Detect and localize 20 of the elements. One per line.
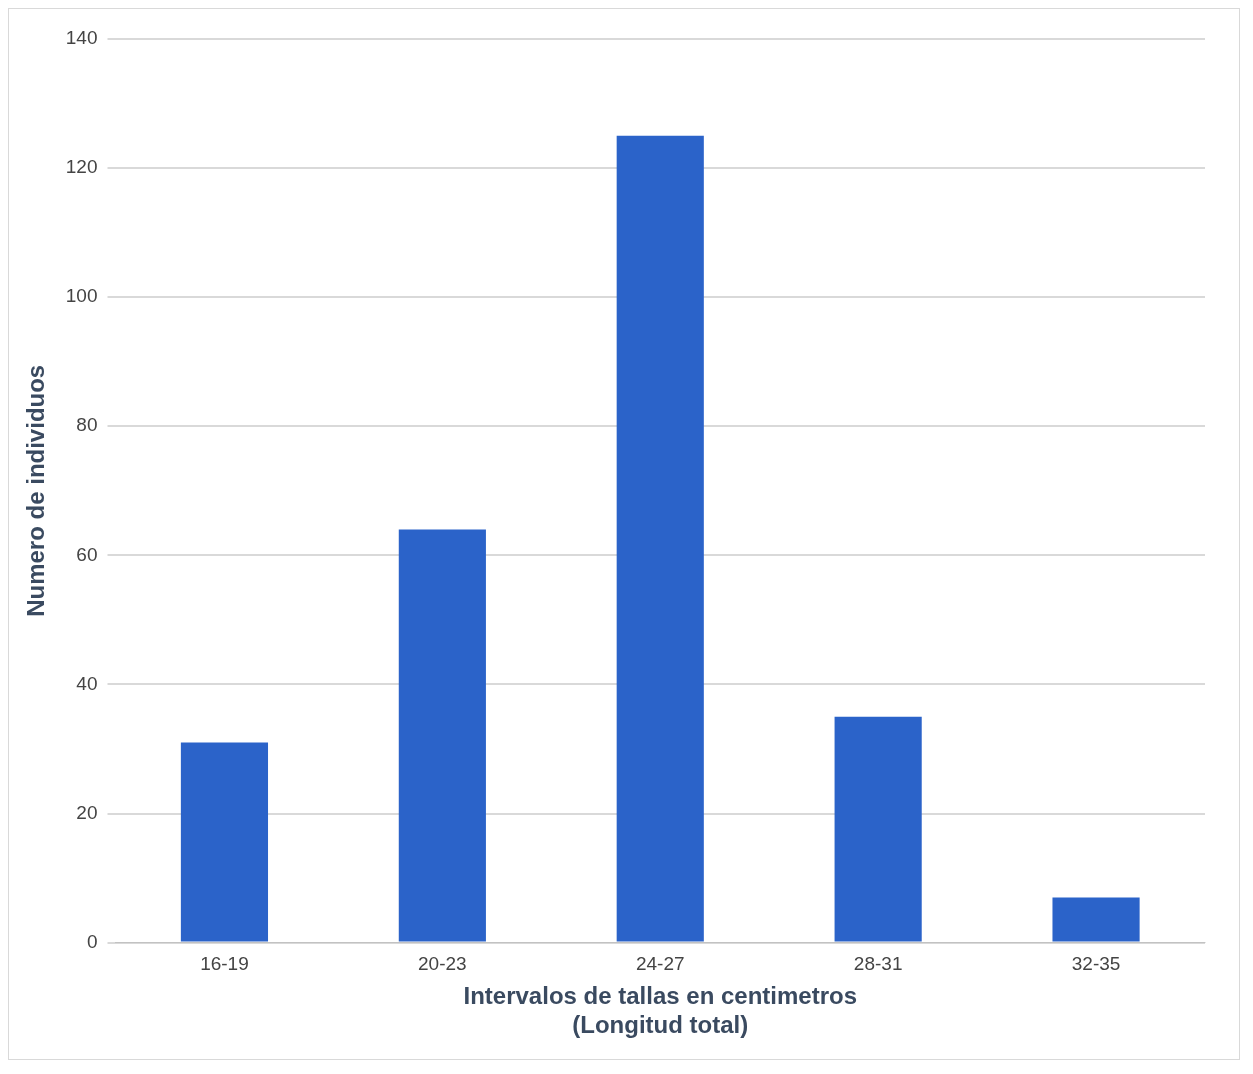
y-tick-label: 20	[76, 801, 98, 823]
x-tick-label: 28-31	[853, 953, 903, 975]
x-axis-title: Intervalos de tallas en centimetros (Longitud total)	[463, 982, 857, 1039]
bar	[398, 529, 486, 942]
bar	[180, 742, 269, 942]
x-tick-label: 20-23	[418, 953, 467, 975]
y-tick-label: 140	[65, 27, 98, 49]
y-tick-label: 40	[76, 672, 98, 694]
y-tick-label: 100	[65, 285, 98, 307]
bar	[834, 716, 922, 942]
bar	[616, 135, 704, 942]
x-tick-label: 16-19	[200, 953, 249, 975]
bar	[1052, 897, 1140, 942]
y-tick-label: 0	[86, 930, 98, 952]
y-tick-label: 120	[65, 156, 98, 178]
y-tick-label: 80	[76, 414, 98, 436]
y-axis-title: Numero de individuos	[22, 364, 50, 617]
x-tick-label: 32-35	[1071, 953, 1121, 975]
y-tick-label: 60	[76, 543, 98, 565]
x-tick-label: 24-27	[635, 953, 685, 975]
